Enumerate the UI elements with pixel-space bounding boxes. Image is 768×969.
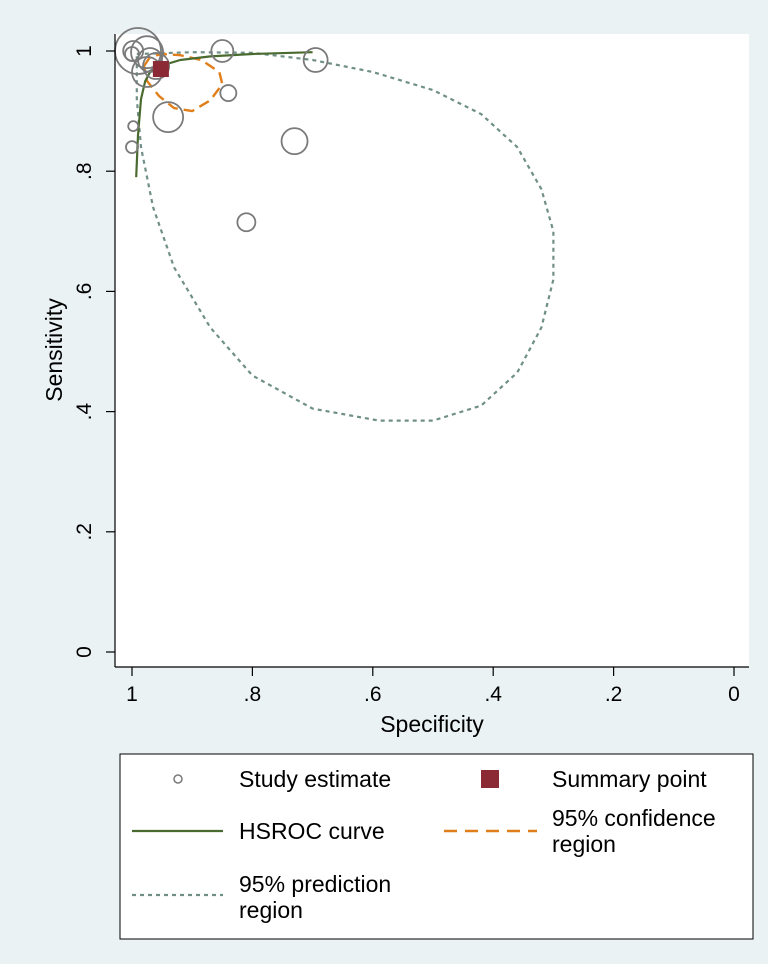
study-estimate-10	[152, 101, 185, 134]
y-axis-title: Sensitivity	[41, 298, 67, 402]
study-estimate-11	[219, 84, 238, 102]
study-estimate-12	[127, 120, 140, 133]
x-tick-label-1: .8	[244, 683, 262, 706]
prediction-region	[135, 51, 555, 422]
summary-point	[152, 61, 169, 78]
x-tick-label-2: .6	[364, 683, 382, 706]
legend-key-study	[173, 774, 183, 784]
legend-label-hsroc: HSROC curve	[239, 818, 385, 844]
study-estimate-15	[236, 212, 257, 233]
x-tick-label-3: .4	[484, 683, 502, 706]
study-estimate-14	[280, 127, 309, 156]
x-tick-label-0: 1	[126, 683, 138, 706]
legend-label-study: Study estimate	[239, 766, 391, 792]
x-axis-title: Specificity	[380, 711, 484, 737]
x-tick-label-4: .2	[605, 683, 623, 706]
plot-area	[115, 34, 749, 667]
y-tick-label-0: 0	[73, 646, 96, 658]
y-tick-label-2: .4	[73, 403, 96, 421]
study-estimate-8	[210, 39, 235, 63]
y-tick-label-4: .8	[73, 162, 96, 180]
legend-box	[119, 753, 754, 940]
study-estimate-9	[302, 47, 329, 73]
study-estimate-13	[125, 140, 139, 155]
y-tick-label-5: 1	[73, 45, 96, 57]
legend-key-summary	[481, 770, 499, 788]
legend-label-confidence: 95% confidence region	[552, 805, 716, 857]
study-estimate-6	[142, 52, 170, 80]
x-tick-label-5: 0	[728, 683, 740, 706]
legend-label-summary: Summary point	[552, 766, 707, 792]
y-tick-label-3: .6	[73, 283, 96, 301]
study-estimate-4	[130, 35, 164, 70]
y-tick-label-1: .2	[73, 523, 96, 541]
legend-label-prediction: 95% prediction region	[239, 871, 391, 923]
legend: Study estimate Summary point HSROC curve…	[119, 753, 754, 940]
